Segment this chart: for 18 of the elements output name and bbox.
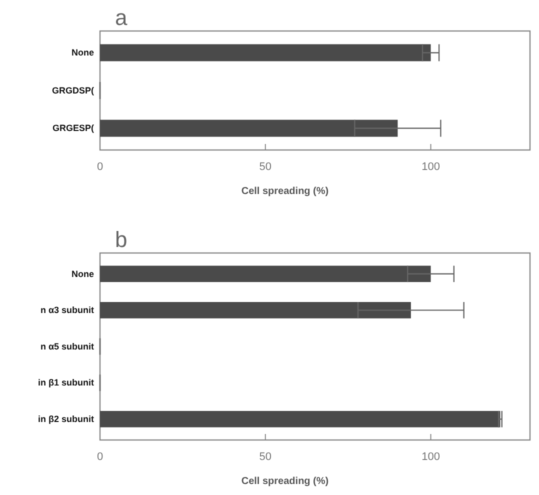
y-tick-label: in β2 subunit bbox=[38, 414, 94, 424]
x-tick-label: 50 bbox=[259, 450, 272, 463]
x-tick-label: 0 bbox=[96, 160, 104, 173]
x-tick-label: 50 bbox=[259, 160, 272, 173]
y-tick-label: GRGDSP( bbox=[52, 85, 94, 96]
x-tick-label: 100 bbox=[422, 450, 440, 463]
y-tick-label: in β1 subunit bbox=[38, 378, 94, 388]
chart-title: a bbox=[115, 5, 128, 30]
y-tick-label: GRGESP( bbox=[52, 123, 94, 134]
x-axis-title: Cell spreading (%) bbox=[241, 476, 329, 487]
x-tick-label: 100 bbox=[422, 160, 440, 173]
x-tick-label: 0 bbox=[96, 450, 104, 463]
y-tick-label: None bbox=[72, 48, 94, 58]
x-axis-title: Cell spreading (%) bbox=[241, 186, 329, 197]
y-tick-label: n α5 subunit bbox=[40, 341, 94, 352]
y-tick-label: None bbox=[72, 268, 94, 279]
y-tick-label: n α3 subunit bbox=[40, 305, 94, 316]
chart-title: b bbox=[115, 227, 128, 252]
